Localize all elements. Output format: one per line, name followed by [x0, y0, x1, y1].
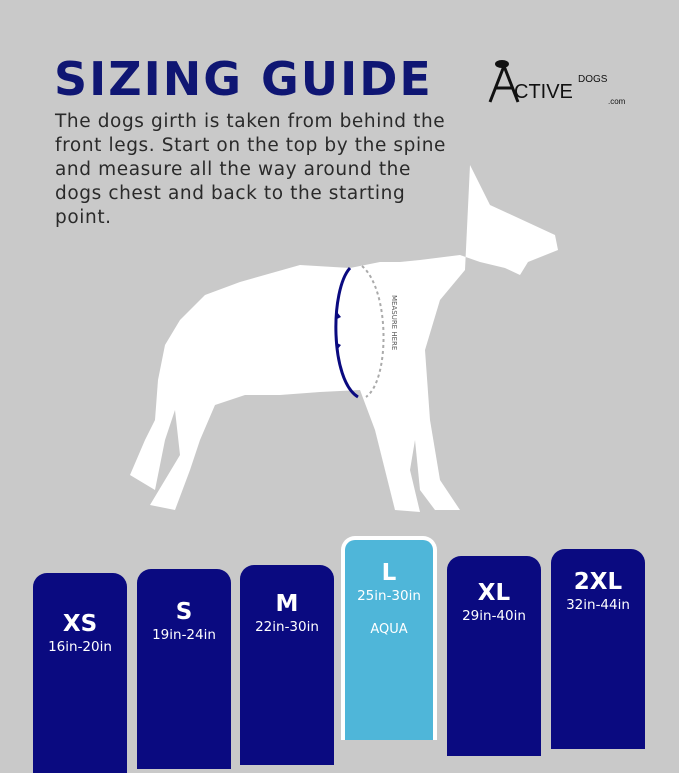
size-range: 32in-44in: [566, 597, 630, 613]
size-label: M: [275, 591, 299, 617]
size-range: 19in-24in: [152, 627, 216, 643]
measure-here-label: MEASURE HERE: [390, 295, 398, 350]
svg-text:.com: .com: [608, 97, 626, 106]
size-card-m: M 22in-30in: [240, 565, 334, 765]
size-range: 29in-40in: [462, 608, 526, 624]
size-label: XL: [477, 580, 511, 606]
size-card-l: L 25in-30in AQUA: [341, 536, 437, 740]
color-label: AQUA: [370, 622, 408, 637]
size-label: XS: [62, 611, 98, 637]
size-range: 22in-30in: [255, 619, 319, 635]
size-card-xs: XS 16in-20in: [33, 573, 127, 773]
size-range: 16in-20in: [48, 639, 112, 655]
dog-silhouette: MEASURE HERE: [130, 165, 558, 512]
page-title: SIZING GUIDE: [54, 52, 433, 106]
size-label: L: [381, 560, 397, 586]
size-card-2xl: 2XL 32in-44in: [551, 549, 645, 749]
size-label: 2XL: [573, 569, 623, 595]
active-dogs-logo: CTIVE DOGS .com: [488, 60, 626, 106]
size-label: S: [175, 599, 193, 625]
size-range: 25in-30in: [357, 588, 421, 604]
size-card-s: S 19in-24in: [137, 569, 231, 769]
measuring-instructions: The dogs girth is taken from behind the …: [55, 111, 447, 228]
svg-text:CTIVE: CTIVE: [514, 81, 573, 103]
svg-text:DOGS: DOGS: [578, 74, 608, 85]
size-card-xl: XL 29in-40in: [447, 556, 541, 756]
